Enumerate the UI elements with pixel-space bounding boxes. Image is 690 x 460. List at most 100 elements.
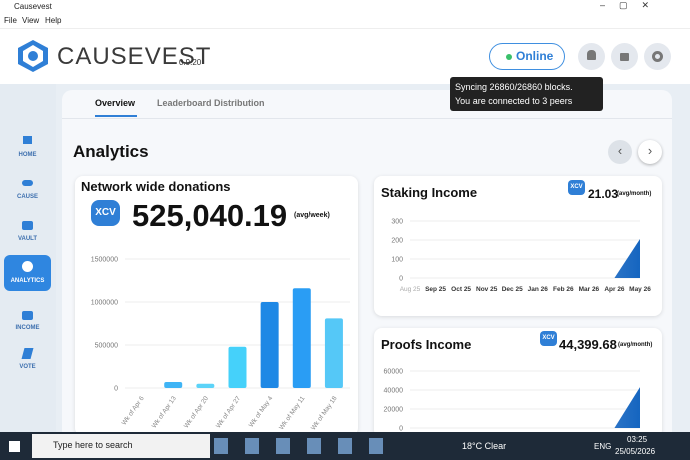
headline-value: 21.03 bbox=[588, 187, 619, 201]
lock-icon bbox=[620, 53, 629, 61]
tooltip-line: You are connected to 3 peers bbox=[455, 96, 573, 106]
bar bbox=[228, 346, 247, 388]
tab[interactable]: Leaderboard Distribution bbox=[157, 98, 265, 108]
x-tick-label: Wk of Apr 13 bbox=[151, 395, 178, 430]
currency-badge: XCV bbox=[568, 180, 585, 195]
status-button[interactable]: Online bbox=[489, 43, 565, 70]
x-tick-label: Apr 26 bbox=[604, 286, 625, 293]
y-tick-label: 1500000 bbox=[91, 257, 118, 264]
area bbox=[410, 387, 640, 428]
y-tick-label: 500000 bbox=[95, 343, 118, 350]
title-bar: Causevest –▢✕ bbox=[0, 0, 690, 14]
tab-underline bbox=[95, 115, 137, 117]
headline-value: 44,399.68 bbox=[559, 337, 617, 352]
nav-icon bbox=[23, 136, 32, 144]
logo bbox=[18, 40, 48, 72]
x-tick-label: Oct 25 bbox=[451, 286, 471, 293]
x-tick-label: May 26 bbox=[629, 286, 651, 293]
version: 0.9.20 bbox=[179, 58, 202, 67]
nav-home[interactable]: HOME bbox=[0, 134, 55, 162]
prev-button[interactable]: ‹ bbox=[608, 140, 632, 164]
page-title: Analytics bbox=[73, 142, 149, 161]
nav-icon bbox=[22, 180, 33, 186]
bell-icon bbox=[587, 50, 596, 60]
search-text: Type here to search bbox=[53, 440, 133, 450]
sync-tooltip: Syncing 26860/26860 blocks. You are conn… bbox=[450, 77, 603, 111]
y-tick-label: 100 bbox=[391, 257, 403, 264]
headline-value: 525,040.19 bbox=[132, 198, 288, 233]
x-tick-label: Nov 25 bbox=[476, 286, 498, 293]
bar bbox=[260, 302, 279, 388]
menu-item[interactable]: File bbox=[4, 16, 17, 25]
nav-label: VAULT bbox=[17, 236, 38, 242]
status-dot bbox=[506, 54, 512, 60]
tooltip-line: Syncing 26860/26860 blocks. bbox=[455, 82, 573, 92]
proofs-card: Proofs Income XCV 44,399.68 (avg/month) bbox=[374, 328, 662, 438]
lock-button[interactable] bbox=[611, 43, 638, 70]
y-tick-label: 60000 bbox=[384, 369, 404, 376]
header: CAUSEVEST 0.9.20 Online bbox=[0, 28, 690, 84]
x-tick-label: Wk of Apr 6 bbox=[121, 395, 146, 427]
sidebar: HOME CAUSE VAULT ANALYTICS INCOME VOTE bbox=[0, 84, 56, 432]
nav-vault[interactable]: VAULT bbox=[0, 219, 55, 247]
headline-unit: (avg/month) bbox=[617, 191, 652, 197]
tab-rule bbox=[62, 118, 672, 119]
y-tick-label: 200 bbox=[391, 238, 403, 245]
bar bbox=[164, 381, 183, 388]
gear-icon bbox=[652, 51, 663, 62]
x-tick-label: Sep 25 bbox=[425, 286, 446, 293]
card-title: Staking Income bbox=[381, 185, 478, 200]
nav-vote[interactable]: VOTE bbox=[0, 347, 55, 375]
currency-badge: XCV bbox=[540, 331, 557, 346]
x-tick-label: Wk of Apr 27 bbox=[215, 395, 242, 430]
menu-item[interactable]: View bbox=[22, 16, 40, 25]
card-title: Proofs Income bbox=[381, 337, 472, 352]
nav-income[interactable]: INCOME bbox=[0, 309, 55, 337]
y-tick-label: 20000 bbox=[384, 407, 404, 414]
y-tick-label: 0 bbox=[114, 386, 118, 393]
menu-bar: File View Help bbox=[0, 14, 690, 28]
x-tick-label: Feb 26 bbox=[553, 286, 574, 293]
x-tick-label: Wk of Apr 20 bbox=[183, 395, 210, 430]
nav-label: INCOME bbox=[15, 325, 40, 331]
window-title: Causevest bbox=[14, 2, 52, 11]
headline-unit: (avg/month) bbox=[618, 342, 653, 348]
y-tick-label: 40000 bbox=[384, 388, 404, 395]
clock-date[interactable]: 25/05/2026 bbox=[615, 447, 656, 456]
y-tick-label: 0 bbox=[399, 426, 403, 433]
taskbar-apps[interactable] bbox=[214, 438, 384, 454]
x-tick-label: Aug 25 bbox=[400, 286, 421, 293]
tab-active[interactable]: Overview bbox=[95, 98, 136, 108]
y-tick-label: 300 bbox=[391, 219, 403, 226]
currency-badge: XCV bbox=[91, 200, 120, 226]
language[interactable]: ENG bbox=[594, 442, 612, 451]
weather[interactable]: 18°C Clear bbox=[462, 441, 507, 451]
y-tick-label: 0 bbox=[399, 276, 403, 283]
brand: CAUSEVEST bbox=[57, 43, 212, 70]
nav-icon bbox=[22, 261, 33, 272]
bar bbox=[324, 318, 343, 388]
next-button[interactable]: › bbox=[638, 140, 662, 164]
x-tick-label: Wk of May 4 bbox=[248, 395, 275, 429]
x-tick-label: Wk of May 11 bbox=[278, 395, 306, 431]
headline-unit: (avg/week) bbox=[294, 212, 330, 219]
nav-label: VOTE bbox=[19, 364, 36, 370]
window-controls[interactable]: –▢✕ bbox=[600, 0, 664, 10]
start-button[interactable] bbox=[9, 441, 20, 452]
search-box[interactable]: Type here to search bbox=[32, 434, 210, 458]
x-tick-label: Wk of May 18 bbox=[310, 395, 339, 432]
settings-button[interactable] bbox=[644, 43, 671, 70]
nav-analytics[interactable]: ANALYTICS bbox=[4, 255, 51, 291]
menu-item[interactable]: Help bbox=[45, 16, 62, 25]
nav-icon bbox=[22, 311, 33, 320]
x-tick-label: Jan 26 bbox=[528, 286, 549, 293]
nav-label: HOME bbox=[18, 152, 37, 158]
notifications-button[interactable] bbox=[578, 43, 605, 70]
clock-time[interactable]: 03:25 bbox=[627, 435, 648, 444]
card-title: Network wide donations bbox=[81, 179, 231, 194]
nav-cause[interactable]: CAUSE bbox=[0, 177, 55, 205]
staking-card: Staking Income XCV 21.03 (avg/month) bbox=[374, 176, 662, 316]
y-tick-label: 1000000 bbox=[91, 300, 118, 307]
